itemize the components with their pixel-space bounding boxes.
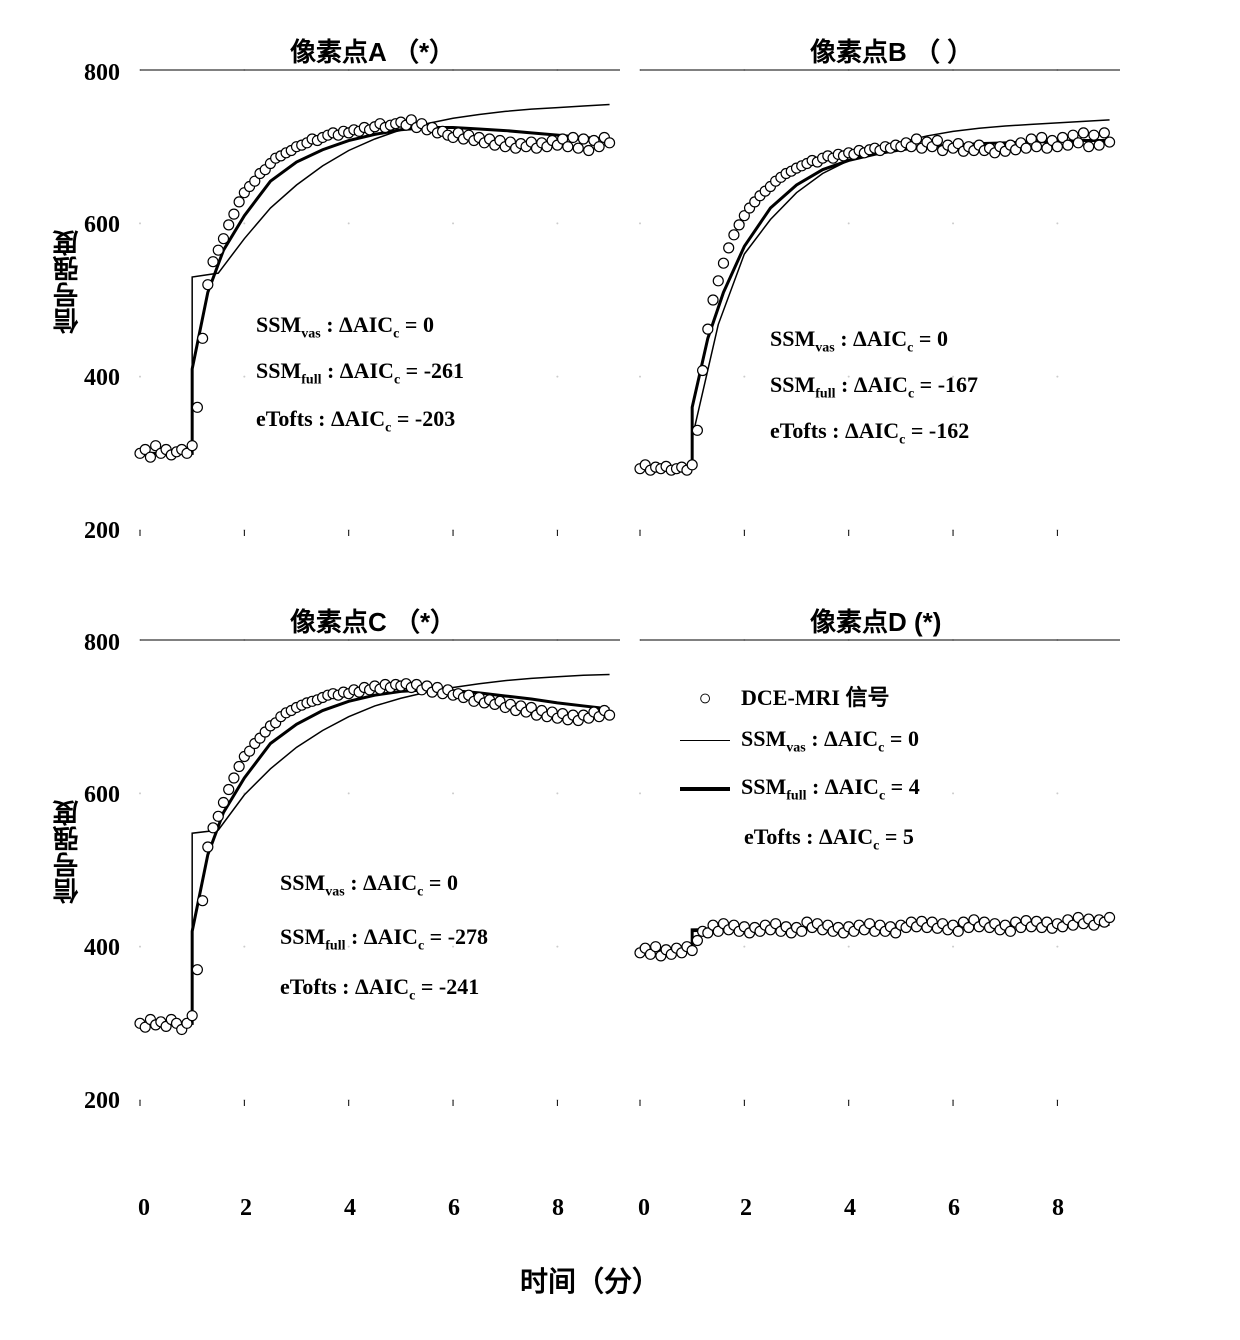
annot-A-ssmfull: SSMfull : ΔAICc = -261 [256,358,464,388]
annot-B-ssmfull: SSMfull : ΔAICc = -167 [770,372,978,402]
legend-D-ssmvas: SSMvas : ΔAICc = 0 [680,726,919,756]
annot-B-ssmvas: SSMvas : ΔAICc = 0 [770,326,948,356]
annot-C-ssmvas: SSMvas : ΔAICc = 0 [280,870,458,900]
annot-A-etofts: eTofts : ΔAICc = -203 [256,406,455,436]
legend-D-dce: ○ DCE-MRI 信号 [680,680,890,712]
legend-D-etofts: eTofts : ΔAICc = 5 [744,824,914,854]
annot-A-ssmvas: SSMvas : ΔAICc = 0 [256,312,434,342]
figure-root: 信号强度 信号强度 时间（分） 像素点A （*） 像素点B （ ） 像素点C （… [0,0,1240,1340]
plot-svg [0,0,1240,1340]
legend-D-ssmfull: SSMfull : ΔAICc = 4 [680,774,920,804]
annot-C-ssmfull: SSMfull : ΔAICc = -278 [280,924,488,954]
annot-C-etofts: eTofts : ΔAICc = -241 [280,974,479,1004]
annot-B-etofts: eTofts : ΔAICc = -162 [770,418,969,448]
